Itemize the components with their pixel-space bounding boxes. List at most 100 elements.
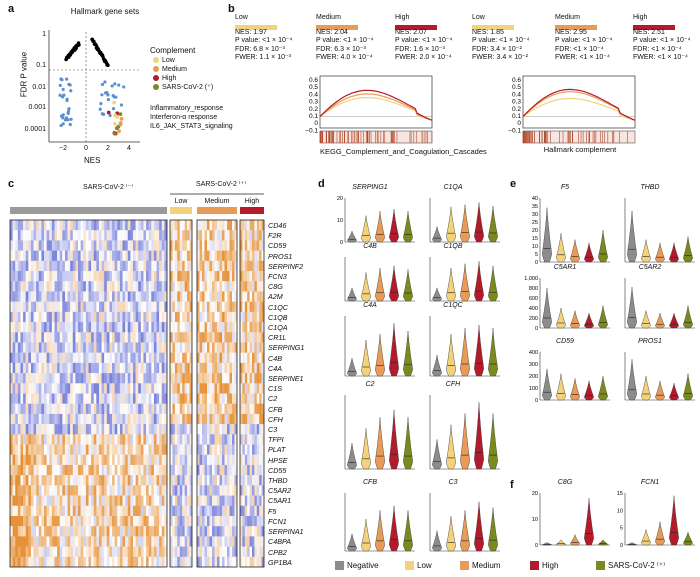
c-heatmap-cell: [70, 515, 73, 527]
c-heatmap-cell: [224, 271, 228, 282]
f-plot-right-tick: 5: [620, 526, 623, 532]
c-heatmap-cell: [146, 444, 149, 455]
c-heatmap-cell: [242, 495, 245, 506]
c-heatmap-cell: [174, 311, 178, 323]
c-heatmap-cell: [234, 536, 238, 547]
c-heatmap-cell: [132, 250, 136, 262]
c-heatmap-cell: [36, 413, 39, 425]
c-heatmap-cell: [130, 475, 134, 486]
c-heatmap-cell: [199, 383, 203, 394]
c-heatmap-cell: [30, 393, 34, 404]
c-heatmap-cell: [222, 485, 225, 496]
c-heatmap-cell: [254, 444, 257, 455]
d-plot-left-violin: [389, 208, 399, 243]
c-heatmap-cell: [234, 424, 238, 435]
c-heatmap-cell: [135, 383, 139, 394]
c-heatmap-cell: [130, 301, 134, 313]
c-heatmap-cell: [184, 250, 188, 262]
c-heatmap-cell: [12, 332, 16, 343]
c-heatmap-cell: [59, 546, 63, 557]
c-heatmap-cell: [114, 322, 118, 333]
c-heatmap-cell: [62, 373, 66, 384]
c-heatmap-cell: [164, 403, 168, 415]
b-fwer: FWER: <1 × 10⁻⁴: [633, 53, 688, 61]
c-heatmap-cell: [146, 454, 149, 466]
c-heatmap-cell: [101, 413, 105, 425]
panel-f-label: f: [510, 479, 514, 491]
c-heatmap-cell: [177, 362, 180, 374]
c-heatmap-cell: [234, 444, 238, 455]
c-heatmap-cell: [153, 536, 157, 547]
c-heatmap-cell: [38, 260, 42, 272]
c-heatmap-cell: [20, 393, 24, 404]
c-heatmap-cell: [75, 240, 79, 251]
a-ytick: 1: [42, 31, 46, 38]
c-heatmap-cell: [164, 352, 168, 364]
c-heatmap-cell: [222, 413, 225, 425]
c-heatmap-cell: [15, 362, 19, 374]
c-heatmap-cell: [127, 505, 131, 517]
c-heatmap-cell: [177, 434, 180, 445]
c-heatmap-cell: [75, 250, 79, 262]
c-heatmap-cell: [96, 515, 100, 527]
c-heatmap-cell: [44, 454, 47, 466]
c-heatmap-cell: [177, 240, 180, 251]
c-heatmap-cell: [156, 475, 160, 486]
c-heatmap-cell: [109, 393, 113, 404]
c-heatmap-cell: [36, 546, 39, 557]
c-heatmap-cell: [234, 342, 238, 353]
c-heatmap-cell: [125, 291, 128, 302]
c-heatmap-cell: [49, 322, 53, 333]
c-heatmap-cell: [143, 281, 147, 292]
a-point: [112, 131, 117, 136]
c-heatmap-cell: [229, 271, 233, 282]
c-heatmap-cell: [59, 352, 63, 364]
c-heatmap-cell: [184, 403, 188, 415]
c-heatmap-cell: [135, 373, 139, 384]
c-heatmap-cell: [209, 260, 213, 272]
c-heatmap-cell: [51, 403, 55, 415]
c-heatmap-cell: [156, 444, 160, 455]
c-heatmap-cell: [122, 230, 126, 241]
c-heatmap-cell: [199, 454, 203, 466]
b-right-frame: [522, 75, 636, 129]
c-gene-label: CD55: [268, 465, 287, 475]
c-heatmap-cell: [72, 322, 76, 333]
c-heatmap-cell: [212, 536, 215, 547]
c-heatmap-cell: [187, 311, 190, 323]
c-heatmap-cell: [244, 373, 248, 384]
c-heatmap-cell: [122, 291, 126, 302]
c-heatmap-cell: [138, 230, 142, 241]
c-heatmap-cell: [75, 495, 79, 506]
c-heatmap-cell: [148, 291, 152, 302]
c-heatmap-cell: [17, 393, 21, 404]
c-heatmap-cell: [242, 311, 245, 323]
c-heatmap-cell: [67, 311, 71, 323]
c-heatmap-cell: [256, 526, 260, 537]
c-heatmap-cell: [25, 485, 29, 496]
c-heatmap-cell: [57, 301, 60, 313]
c-heatmap-cell: [25, 515, 29, 527]
c-heatmap-cell: [146, 526, 149, 537]
c-heatmap-cell: [197, 352, 200, 364]
c-heatmap-cell: [254, 526, 257, 537]
c-heatmap-cell: [240, 505, 243, 517]
c-heatmap-cell: [247, 230, 250, 241]
c-heatmap-cell: [75, 434, 79, 445]
c-heatmap-cell: [259, 485, 262, 496]
c-heatmap-cell: [148, 393, 152, 404]
c-heatmap-cell: [170, 526, 173, 537]
c-heatmap-cell: [70, 250, 73, 262]
c-heatmap-cell: [127, 362, 131, 374]
c-heatmap-cell: [78, 301, 81, 313]
c-heatmap-cell: [256, 373, 260, 384]
c-heatmap-cell: [229, 352, 233, 364]
d-plot-right-violin: [460, 413, 470, 470]
c-heatmap-cell: [182, 281, 185, 292]
c-heatmap-cell: [138, 301, 142, 313]
c-heatmap-cell: [104, 250, 108, 262]
c-heatmap-cell: [62, 526, 66, 537]
c-heatmap-cell: [20, 271, 24, 282]
c-heatmap-cell: [189, 311, 193, 323]
c-heatmap-cell: [184, 536, 188, 547]
